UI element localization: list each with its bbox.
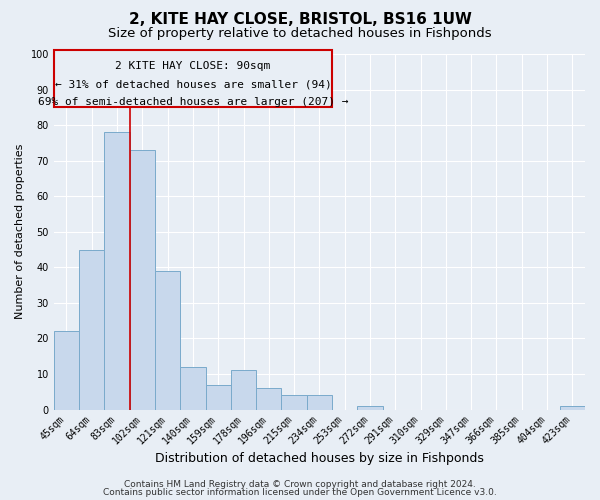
Bar bbox=[560, 406, 585, 409]
Bar bbox=[104, 132, 130, 409]
Bar bbox=[130, 150, 155, 409]
Bar bbox=[281, 396, 307, 409]
Bar bbox=[307, 396, 332, 409]
Text: 2, KITE HAY CLOSE, BRISTOL, BS16 1UW: 2, KITE HAY CLOSE, BRISTOL, BS16 1UW bbox=[128, 12, 472, 28]
Bar bbox=[79, 250, 104, 410]
Bar bbox=[231, 370, 256, 410]
Text: Contains public sector information licensed under the Open Government Licence v3: Contains public sector information licen… bbox=[103, 488, 497, 497]
X-axis label: Distribution of detached houses by size in Fishponds: Distribution of detached houses by size … bbox=[155, 452, 484, 465]
Bar bbox=[54, 332, 79, 409]
Bar bbox=[206, 384, 231, 409]
Text: 2 KITE HAY CLOSE: 90sqm: 2 KITE HAY CLOSE: 90sqm bbox=[115, 62, 271, 72]
Bar bbox=[358, 406, 383, 409]
Text: Size of property relative to detached houses in Fishponds: Size of property relative to detached ho… bbox=[108, 28, 492, 40]
Y-axis label: Number of detached properties: Number of detached properties bbox=[15, 144, 25, 320]
Bar bbox=[155, 271, 180, 409]
Text: Contains HM Land Registry data © Crown copyright and database right 2024.: Contains HM Land Registry data © Crown c… bbox=[124, 480, 476, 489]
Bar bbox=[54, 50, 332, 108]
Text: ← 31% of detached houses are smaller (94): ← 31% of detached houses are smaller (94… bbox=[55, 79, 331, 89]
Text: 69% of semi-detached houses are larger (207) →: 69% of semi-detached houses are larger (… bbox=[38, 97, 348, 107]
Bar bbox=[256, 388, 281, 409]
Bar bbox=[180, 367, 206, 410]
